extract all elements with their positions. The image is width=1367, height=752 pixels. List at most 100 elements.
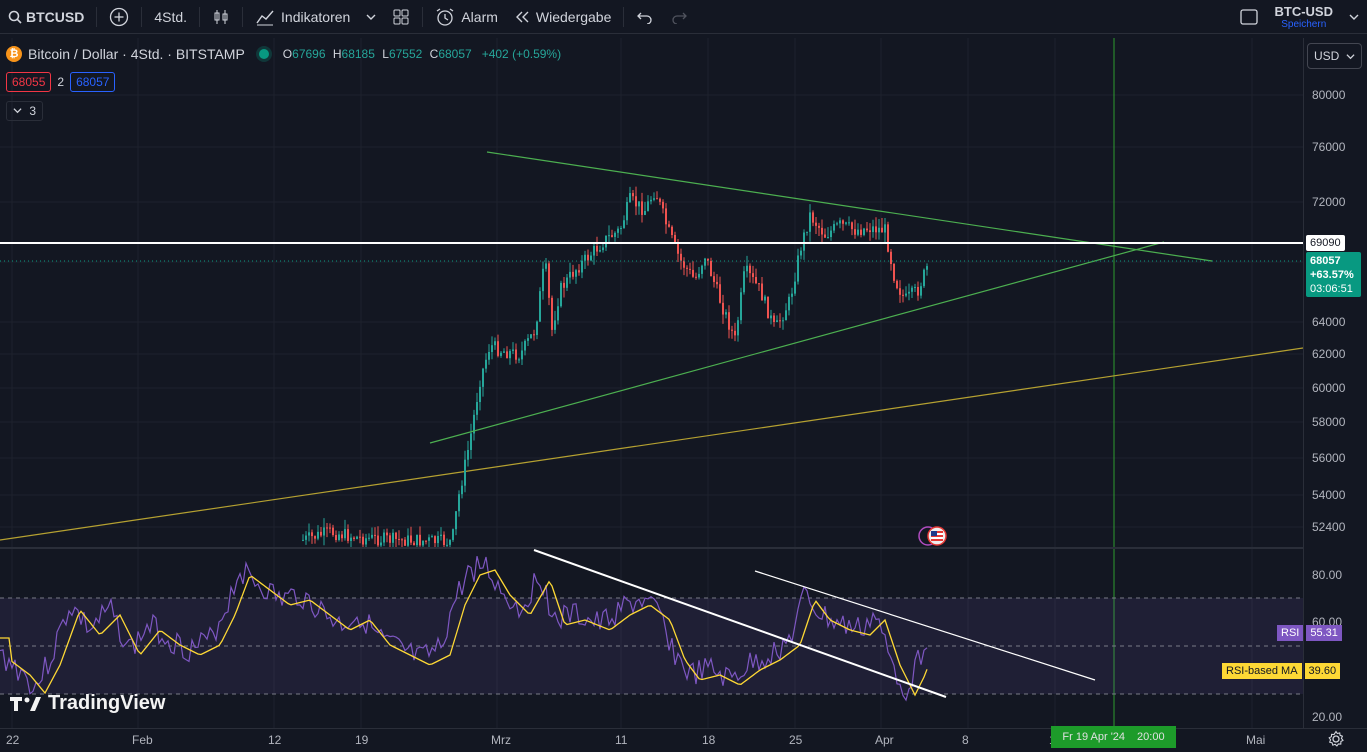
chart-type-button[interactable] [204,0,238,34]
candle [719,276,721,304]
pane-separator[interactable] [0,547,1303,549]
candle [884,217,886,243]
candle [377,526,379,547]
price-chart[interactable] [0,38,1303,728]
compare-button[interactable] [101,0,137,34]
candle [467,440,469,467]
candle [380,536,382,547]
replay-button[interactable]: Wiedergabe [506,0,620,34]
candle [725,309,727,319]
sell-button[interactable]: 68055 [6,72,52,92]
candle-body [566,277,568,288]
candle-body [575,270,577,277]
candle [308,523,310,542]
candle-body [824,234,826,238]
price-axis[interactable]: 80000 76000 72000 64000 62000 60000 58000 56000… [1303,38,1367,728]
candle-body [500,352,502,356]
toolbar-right: BTC-USD Speichern [1231,0,1367,34]
price-axis-label: 60000 [1312,381,1346,395]
currency-selector[interactable]: USD [1307,43,1362,69]
candle-body [302,539,304,541]
candle [806,231,808,236]
candle [836,221,838,226]
indicators-label: Indikatoren [281,8,351,25]
fullscreen-button[interactable] [1231,0,1267,34]
undo-button[interactable] [628,0,662,34]
layout-grid-button[interactable] [384,0,418,34]
candle-body [683,260,685,268]
candle [926,263,928,276]
tradingview-logo-icon [10,696,41,711]
price-axis-label: 58000 [1312,415,1346,429]
symbol-search[interactable]: BTCUSD [0,0,92,34]
candle [515,343,517,364]
candle-body [614,232,616,237]
economic-event-icon[interactable] [918,525,948,547]
candle [776,315,778,323]
candle-body [686,267,688,269]
candle [842,219,844,231]
redo-button[interactable] [662,0,696,34]
candle-body [716,281,718,285]
buy-button[interactable]: 68057 [70,72,116,92]
candle [839,217,841,229]
time-axis[interactable]: 22Feb1219Mrz111825Apr815Mai [0,728,1367,752]
low-value: 67552 [388,47,423,61]
time-axis-label: Feb [132,733,153,747]
candle-body [830,230,832,238]
candle-body [560,282,562,307]
candle-body [635,196,637,207]
candle-body [743,271,745,293]
candle [623,215,625,229]
candle [344,519,346,541]
candle [386,528,388,543]
candle [887,221,889,253]
candle-body [842,220,844,224]
settings-icon[interactable] [1327,730,1345,748]
candle [890,248,892,271]
alert-button[interactable]: Alarm [427,0,506,34]
candle [818,222,820,236]
templates-button[interactable] [358,0,384,34]
time-axis-label: 19 [355,733,369,747]
price-axis-label: 80000 [1312,88,1346,102]
tradingview-logo[interactable]: TradingView [10,692,165,715]
candle-body [620,227,622,229]
candle [521,341,523,366]
candle-body [659,198,661,202]
candle-body [326,527,328,529]
candle [356,535,358,540]
candle [437,531,439,547]
candle [746,255,748,278]
current-price: 68057 [1310,255,1341,267]
candle-body [503,351,505,353]
candle [638,201,640,215]
candle-body [494,341,496,346]
indicators-icon [256,10,274,25]
candle-body [362,536,364,545]
interval-button[interactable]: 4Std. [154,8,188,25]
indicators-button[interactable]: Indikatoren [247,0,358,34]
candle-body [392,532,394,543]
candle-body [884,224,886,233]
candle [779,313,781,328]
candle [392,529,394,547]
layout-menu-button[interactable] [1341,0,1367,34]
candle [788,293,790,316]
candle-body [425,540,427,542]
candle-body [350,537,352,541]
candle-body [599,250,601,252]
candle-body [671,226,673,236]
legend-title[interactable]: Bitcoin / Dollar · 4Std. · BITSTAMP [28,46,245,62]
candle [869,223,871,241]
candle [845,221,847,226]
chevron-down-icon [366,14,376,20]
indicators-toggle[interactable]: 3 [6,101,44,121]
candle-body [428,537,430,541]
candle-body [353,537,355,539]
candle-body [512,349,514,351]
candle-body [482,368,484,387]
layout-save-button[interactable]: BTC-USD Speichern [1267,5,1342,30]
candle [479,380,481,411]
candle [821,219,823,242]
